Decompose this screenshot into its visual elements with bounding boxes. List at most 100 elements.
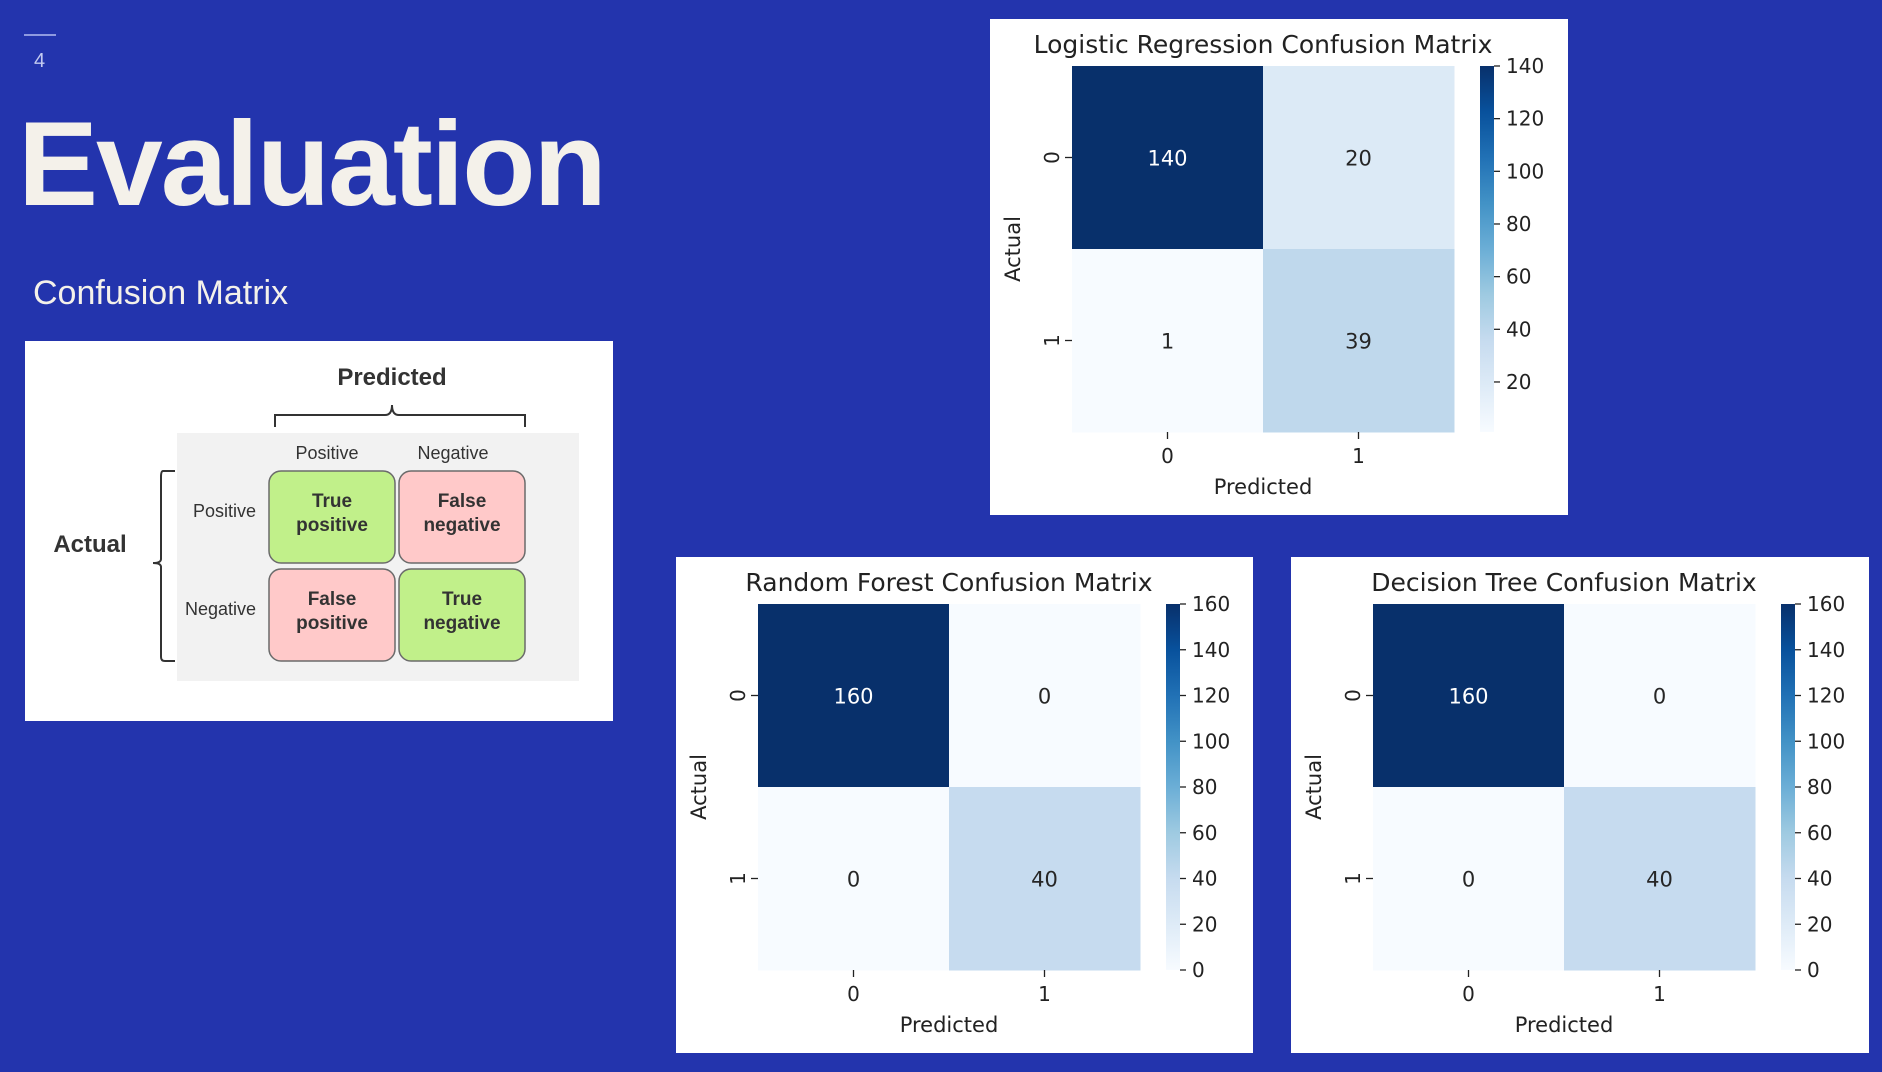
x-tick-label: 0 [1161, 444, 1174, 468]
colorbar-tick-label: 60 [1506, 265, 1531, 289]
colorbar-tick-label: 100 [1807, 729, 1845, 753]
colorbar-tick-label: 20 [1506, 370, 1531, 394]
diagram-col-header: Negative [417, 443, 488, 463]
colorbar-tick-label: 120 [1807, 684, 1845, 708]
logistic-regression-chart: Logistic Regression Confusion Matrix 140 2… [990, 19, 1568, 515]
diagram-row-header: Negative [185, 599, 256, 619]
slide-number-rule [24, 34, 56, 36]
y-tick-label: 0 [726, 689, 750, 702]
x-axis-label: Predicted [1214, 475, 1313, 499]
heatmap-cell [949, 604, 1141, 788]
y-tick-label: 1 [1341, 872, 1365, 885]
diagram-cell-label: negative [423, 515, 500, 536]
chart-title: Decision Tree Confusion Matrix [1371, 568, 1756, 597]
random-forest-chart: Random Forest Confusion Matrix 160 0 0 40 0 1 0… [676, 557, 1253, 1053]
slide-number: 4 [34, 50, 46, 72]
heatmap-cell [949, 787, 1141, 971]
diagram-cell-label: False [438, 491, 487, 512]
heatmap-value-label: 40 [1646, 868, 1673, 892]
colorbar-tick-label: 140 [1506, 54, 1544, 78]
diagram-cell [398, 568, 526, 662]
y-tick-label: 0 [1040, 151, 1064, 164]
heatmap-value-label: 160 [1448, 685, 1488, 709]
y-tick-label: 1 [1040, 334, 1064, 347]
heatmap-value-label: 0 [1038, 685, 1051, 709]
x-tick-label: 1 [1038, 982, 1051, 1006]
heatmap-cell [758, 787, 950, 971]
x-tick-label: 1 [1352, 444, 1365, 468]
y-axis-label: Actual [1001, 216, 1025, 282]
diagram-cell [268, 568, 396, 662]
colorbar-tick-label: 120 [1192, 684, 1230, 708]
colorbar-tick-label: 100 [1192, 729, 1230, 753]
diagram-row-header: Positive [193, 501, 256, 521]
x-tick-label: 0 [847, 982, 860, 1006]
heatmap-value-label: 20 [1345, 147, 1372, 171]
colorbar-tick-label: 0 [1807, 958, 1820, 982]
colorbar-tick-label: 160 [1807, 592, 1845, 616]
decision-tree-chart: Decision Tree Confusion Matrix 160 0 0 40 0 1 0… [1291, 557, 1869, 1053]
colorbar [1480, 66, 1494, 432]
colorbar-tick-label: 100 [1506, 159, 1544, 183]
chart-title: Random Forest Confusion Matrix [745, 568, 1152, 597]
heatmap-cell [1263, 66, 1455, 250]
colorbar-tick-label: 40 [1192, 867, 1217, 891]
y-axis-label: Actual [687, 754, 711, 820]
colorbar-tick-label: 40 [1506, 317, 1531, 341]
diagram-cell [268, 470, 396, 564]
heatmap-value-label: 40 [1031, 868, 1058, 892]
x-tick-label: 1 [1653, 982, 1666, 1006]
heatmap-cell [1072, 249, 1264, 433]
y-tick-label: 0 [1341, 689, 1365, 702]
x-axis-label: Predicted [900, 1013, 999, 1037]
colorbar-tick-label: 60 [1192, 821, 1217, 845]
heatmap-value-label: 0 [847, 868, 860, 892]
colorbar-tick-label: 0 [1192, 958, 1205, 982]
heatmap-value-label: 0 [1462, 868, 1475, 892]
colorbar-tick-label: 20 [1807, 912, 1832, 936]
colorbar-tick-label: 140 [1192, 638, 1230, 662]
heatmap-value-label: 140 [1147, 147, 1187, 171]
diagram-cell-label: True [442, 589, 482, 610]
heatmap-value-label: 0 [1653, 685, 1666, 709]
diagram-cell-label: positive [296, 515, 368, 536]
colorbar-tick-label: 160 [1192, 592, 1230, 616]
confusion-matrix-diagram: Predicted Actual Positive Negative Positiv… [25, 341, 613, 721]
predicted-heading: Predicted [337, 364, 446, 391]
colorbar-tick-label: 80 [1506, 212, 1531, 236]
heatmap-cell [1564, 787, 1756, 971]
colorbar [1166, 604, 1180, 970]
colorbar-tick-label: 120 [1506, 107, 1544, 131]
heatmap-cell [1564, 604, 1756, 788]
heatmap-cell [1072, 66, 1264, 250]
diagram-cell-label: True [312, 491, 352, 512]
heatmap-value-label: 1 [1161, 330, 1174, 354]
slide-subtitle: Confusion Matrix [33, 274, 289, 312]
actual-brace [152, 470, 175, 662]
colorbar-tick-label: 140 [1807, 638, 1845, 662]
heatmap-cell [1373, 787, 1565, 971]
colorbar-tick-label: 40 [1807, 867, 1832, 891]
colorbar [1781, 604, 1795, 970]
chart-title: Logistic Regression Confusion Matrix [1034, 30, 1493, 59]
diagram-cell-label: positive [296, 613, 368, 634]
heatmap-cell [1263, 249, 1455, 433]
y-axis-label: Actual [1302, 754, 1326, 820]
slide-title: Evaluation [18, 97, 607, 231]
y-tick-label: 1 [726, 872, 750, 885]
actual-heading: Actual [53, 531, 126, 558]
predicted-brace [274, 404, 526, 427]
heatmap-value-label: 160 [833, 685, 873, 709]
colorbar-tick-label: 80 [1807, 775, 1832, 799]
diagram-col-header: Positive [295, 443, 358, 463]
colorbar-tick-label: 20 [1192, 912, 1217, 936]
colorbar-tick-label: 80 [1192, 775, 1217, 799]
x-axis-label: Predicted [1515, 1013, 1614, 1037]
x-tick-label: 0 [1462, 982, 1475, 1006]
diagram-cell-label: negative [423, 613, 500, 634]
diagram-cell-label: False [308, 589, 357, 610]
heatmap-value-label: 39 [1345, 330, 1372, 354]
diagram-cell [398, 470, 526, 564]
heatmap-cell [1373, 604, 1565, 788]
heatmap-cell [758, 604, 950, 788]
